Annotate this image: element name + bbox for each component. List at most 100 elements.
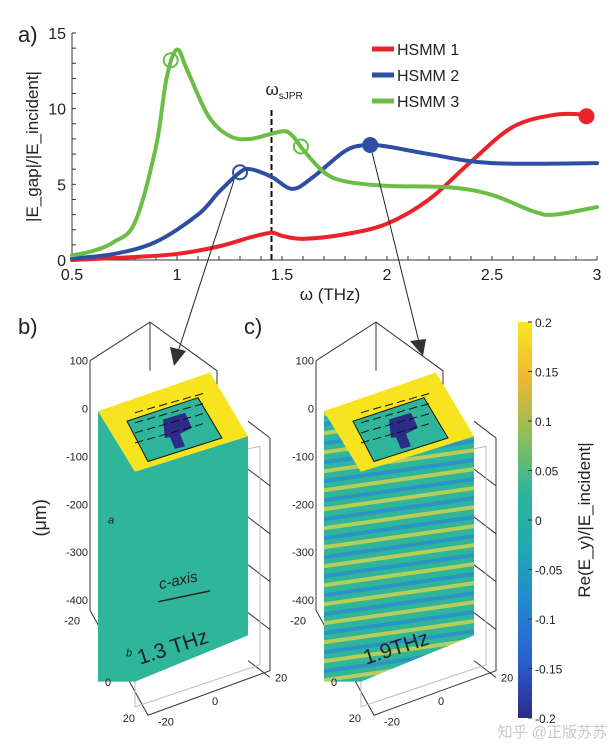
panel-label-a: a) — [18, 22, 38, 47]
field-vector-arrow — [360, 440, 370, 444]
x-tick-label: 0.5 — [61, 267, 83, 284]
grid-line — [247, 468, 271, 487]
grid-line — [473, 564, 497, 582]
series-line-1 — [70, 111, 589, 262]
xy-tick-label: 0 — [331, 677, 337, 689]
field-vector-arrow — [194, 423, 204, 427]
field-vector-arrow — [384, 423, 394, 427]
z-tick-label: -400 — [292, 595, 314, 607]
open-marker — [162, 52, 179, 69]
z-tick-label: 100 — [70, 356, 88, 368]
series-line-3 — [70, 47, 599, 258]
field-vector-arrow — [182, 426, 192, 431]
open-marker — [232, 164, 248, 181]
field-vector-arrow — [146, 426, 156, 431]
grid-line — [247, 612, 271, 630]
c-axis-arrow — [157, 590, 211, 603]
z-tick-label: 0 — [308, 404, 314, 416]
field-vector-arrow — [182, 406, 192, 410]
field-vector-arrow — [146, 416, 156, 420]
pointer-line-c — [371, 152, 421, 347]
a-axis-label: a — [108, 515, 114, 527]
z-tick-label: 100 — [296, 356, 314, 368]
grid-line — [473, 612, 497, 630]
field-vector-arrow — [420, 413, 430, 417]
field-vector-arrow — [360, 429, 370, 434]
y-tick-label: 10 — [48, 102, 66, 119]
field-vector-arrow — [182, 396, 192, 400]
panel-label: c) — [244, 314, 262, 339]
field-vector-arrow — [396, 409, 406, 414]
colorbar-tick-label: -0.2 — [535, 712, 556, 726]
z-tick-label: 0 — [82, 404, 88, 416]
legend-entry: HSMM 3 — [397, 94, 459, 111]
field-front-face — [361, 436, 474, 682]
field-vector-arrow — [396, 419, 406, 424]
legend-entry: HSMM 2 — [397, 68, 459, 85]
colorbar-tick-label: 0.15 — [535, 366, 559, 380]
xy-tick-label: 20 — [501, 673, 513, 685]
xy-tick-label: 20 — [123, 713, 135, 725]
arrowhead-b — [170, 347, 186, 366]
field-vector-arrow — [170, 429, 180, 434]
pointer-line-b — [177, 180, 235, 353]
grid-line — [247, 420, 271, 439]
field-vector-arrow — [158, 413, 168, 417]
field-vector-arrow — [134, 419, 144, 424]
field-vector-arrow — [194, 403, 204, 407]
xy-tick-label: 0 — [212, 696, 218, 708]
field-vector-arrow — [360, 419, 370, 424]
xy-tick-label: 0 — [105, 677, 111, 689]
z-tick-label: -100 — [292, 452, 314, 464]
x-tick-label: 3 — [593, 267, 602, 284]
field-vector-arrow — [420, 423, 430, 427]
watermark: 知乎 @正版苏苏 — [497, 724, 607, 741]
field-vector-arrow — [408, 406, 418, 410]
filled-marker — [578, 108, 595, 125]
b-axis-label: b — [126, 647, 132, 659]
z-tick-label: -400 — [66, 595, 88, 607]
field-vector-arrow — [134, 409, 144, 414]
field-vector-arrow — [372, 406, 382, 410]
arrowhead-c — [410, 339, 426, 356]
field-vector-arrow — [420, 393, 430, 397]
field-vector-arrow — [372, 436, 382, 441]
y-axis-label: |E_gap|/|E_incident| — [23, 71, 42, 222]
field-vector-arrow — [158, 423, 168, 427]
z-tick-label: -300 — [292, 547, 314, 559]
grid-line — [247, 516, 271, 535]
series-line-2 — [70, 142, 599, 261]
field-side-face — [98, 411, 135, 682]
open-marker — [292, 138, 309, 155]
z-tick-label: -300 — [66, 547, 88, 559]
x-tick-label: 1.5 — [271, 267, 293, 284]
field-vector-arrow — [134, 440, 144, 444]
z-tick-label: -200 — [292, 499, 314, 511]
xy-tick-label: -20 — [158, 716, 174, 728]
colorbar-tick-label: 0.05 — [535, 465, 559, 479]
z-tick-label: -100 — [66, 452, 88, 464]
xy-tick-label: -20 — [64, 616, 80, 628]
colorbar-tick-label: -0.1 — [535, 613, 556, 627]
field-vector-arrow — [408, 396, 418, 400]
field-vector-arrow — [384, 433, 394, 437]
field-vector-arrow — [396, 429, 406, 434]
grid-line — [247, 660, 271, 678]
colorbar-tick-label: -0.15 — [535, 663, 563, 677]
field-vector-arrow — [146, 406, 156, 410]
xy-tick-label: 20 — [275, 673, 287, 685]
z-tick-label: -200 — [66, 499, 88, 511]
field-vector-arrow — [170, 399, 180, 404]
y-tick-label: 15 — [48, 26, 66, 43]
sjpr-label: ωsJPR — [266, 80, 303, 102]
xy-tick-label: -20 — [384, 716, 400, 728]
field-vector-arrow — [396, 399, 406, 404]
field-vector-arrow — [194, 413, 204, 417]
colorbar-tick-label: -0.05 — [535, 564, 563, 578]
panel-label: b) — [18, 314, 38, 339]
field-side-face — [324, 411, 361, 682]
